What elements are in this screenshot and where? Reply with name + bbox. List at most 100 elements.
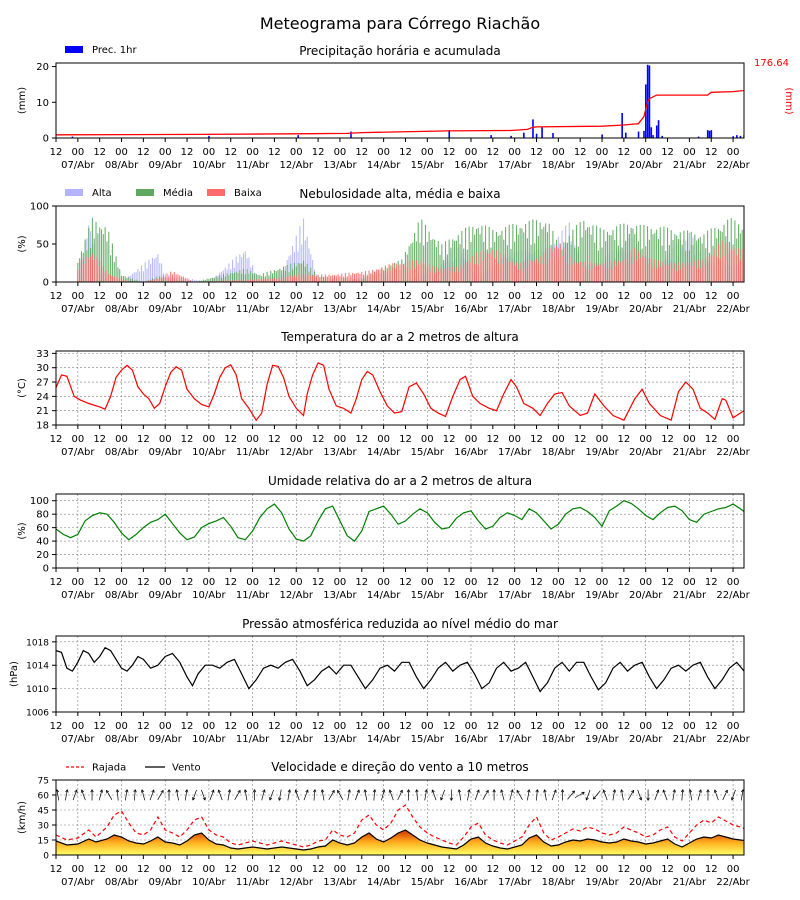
precip-title: Precipitação horária e acumulada bbox=[299, 44, 501, 58]
cloud-low-bar bbox=[654, 259, 656, 282]
cloud-low-bar bbox=[104, 272, 106, 282]
x-hour-label: 00 bbox=[71, 721, 84, 732]
x-hour-label: 00 bbox=[71, 291, 84, 302]
cloud-mid-bar bbox=[521, 228, 523, 282]
cloud-low-bar bbox=[388, 264, 390, 282]
cloud-low-bar bbox=[648, 263, 650, 282]
cloud-mid-bar bbox=[421, 219, 423, 282]
x-hour-label: 12 bbox=[399, 147, 412, 158]
x-hour-label: 00 bbox=[465, 864, 478, 875]
cloud-mid-bar bbox=[253, 273, 255, 282]
cloud-low-bar bbox=[100, 271, 103, 282]
x-hour-label: 12 bbox=[661, 291, 674, 302]
y-tick-label: 33 bbox=[36, 349, 49, 360]
cloud-low-bar bbox=[590, 261, 592, 282]
x-hour-label: 12 bbox=[224, 291, 237, 302]
x-hour-label: 12 bbox=[137, 864, 150, 875]
cloud-mid-bar bbox=[605, 240, 607, 282]
wind-direction-arrowhead bbox=[202, 797, 206, 801]
x-date-label: 20/Abr bbox=[629, 877, 663, 888]
cloud-mid-bar bbox=[137, 280, 139, 282]
cloud-low-bar bbox=[599, 265, 601, 282]
wind-direction-arrowhead bbox=[571, 790, 575, 794]
cloud-low-bar bbox=[315, 276, 317, 282]
y-tick-label: 0 bbox=[43, 564, 49, 575]
x-hour-label: 00 bbox=[639, 434, 652, 445]
cloud-mid-bar bbox=[739, 233, 741, 282]
cloud-low-bar bbox=[728, 246, 730, 282]
cloud-mid-bar bbox=[84, 239, 86, 282]
cloud-low-bar bbox=[546, 249, 548, 282]
x-hour-label: 12 bbox=[574, 291, 587, 302]
wind-direction-arrow bbox=[116, 789, 119, 801]
wind-direction-arrow bbox=[184, 789, 188, 801]
cloud-low-bar bbox=[166, 273, 168, 282]
cloud-low-bar bbox=[343, 276, 345, 282]
cloud-mid-bar bbox=[572, 229, 574, 282]
cloud-mid-bar bbox=[293, 262, 295, 282]
x-hour-label: 12 bbox=[705, 147, 718, 158]
cloud-mid-bar bbox=[454, 240, 456, 282]
cloud-low-bar bbox=[444, 268, 447, 282]
wind-direction-arrow bbox=[662, 789, 668, 801]
cloud-mid-bar bbox=[211, 277, 214, 282]
x-date-label: 11/Abr bbox=[236, 877, 270, 888]
x-date-label: 15/Abr bbox=[411, 590, 445, 601]
cloud-mid-bar bbox=[410, 243, 412, 282]
x-hour-label: 12 bbox=[661, 147, 674, 158]
cloud-low-bar bbox=[341, 273, 343, 282]
cloud-mid-bar bbox=[588, 227, 590, 282]
precip-bar bbox=[791, 135, 793, 138]
cloud-mid-bar bbox=[626, 224, 629, 282]
wind-direction-arrowhead bbox=[731, 797, 735, 801]
cloud-low-bar bbox=[443, 268, 445, 282]
cloud-low-bar bbox=[395, 263, 397, 282]
precip-bar bbox=[778, 132, 780, 138]
x-date-label: 20/Abr bbox=[629, 590, 663, 601]
clouds-title: Nebulosidade alta, média e baixa bbox=[299, 187, 500, 201]
cloud-low-bar bbox=[337, 274, 339, 282]
x-date-label: 11/Abr bbox=[236, 160, 270, 171]
precip-bar bbox=[767, 136, 769, 138]
y-tick-label: 18 bbox=[36, 421, 49, 432]
wind-direction-arrowhead bbox=[175, 789, 179, 793]
cloud-high-bar bbox=[312, 259, 314, 282]
precip-bar bbox=[541, 127, 543, 138]
cloud-mid-bar bbox=[639, 224, 641, 282]
cloud-low-bar bbox=[235, 280, 237, 282]
x-date-label: 12/Abr bbox=[280, 160, 314, 171]
y-tick-label: 21 bbox=[36, 406, 49, 417]
x-date-label: 21/Abr bbox=[673, 734, 707, 745]
cloud-high-bar bbox=[157, 254, 159, 282]
precip-bar bbox=[350, 131, 352, 138]
cloud-low-bar bbox=[579, 261, 581, 282]
cloud-low-bar bbox=[712, 256, 714, 282]
cloud-mid-bar bbox=[505, 226, 507, 282]
precip-bar bbox=[490, 135, 492, 138]
y-tick-label: 1010 bbox=[26, 685, 49, 695]
cloud-low-bar bbox=[77, 270, 79, 282]
x-hour-label: 12 bbox=[530, 864, 543, 875]
cloud-mid-bar bbox=[130, 279, 132, 282]
x-date-label: 17/Abr bbox=[498, 734, 532, 745]
cloud-mid-bar bbox=[213, 277, 215, 282]
x-date-label: 07/Abr bbox=[61, 590, 95, 601]
cloud-mid-bar bbox=[719, 231, 721, 282]
cloud-high-bar bbox=[239, 254, 241, 282]
wind-direction-arrow bbox=[98, 789, 103, 801]
cloud-low-bar bbox=[528, 264, 530, 282]
cloud-low-bar bbox=[233, 280, 235, 282]
wind-direction-arrowhead bbox=[662, 789, 666, 793]
wind-ylabel: (km/h) bbox=[17, 801, 28, 834]
x-hour-label: 12 bbox=[530, 291, 543, 302]
cloud-mid-bar bbox=[565, 242, 567, 282]
humidity-title: Umidade relativa do ar a 2 metros de alt… bbox=[268, 474, 532, 488]
wind-direction-arrow bbox=[689, 789, 693, 801]
cloud-low-bar bbox=[406, 267, 408, 282]
cloud-mid-bar bbox=[252, 273, 254, 282]
cloud-low-bar bbox=[688, 264, 690, 282]
wind-direction-arrowhead bbox=[106, 789, 110, 794]
cloud-mid-bar bbox=[201, 280, 203, 282]
cloud-low-bar bbox=[164, 277, 166, 282]
wind-direction-arrow bbox=[697, 789, 702, 801]
